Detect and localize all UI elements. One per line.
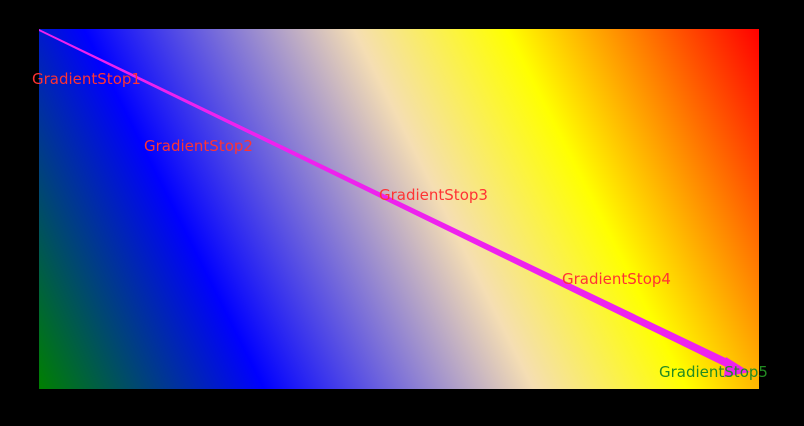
gradient-stop-4-label: GradientStop4 bbox=[562, 270, 671, 288]
gradient-stop-3-label: GradientStop3 bbox=[379, 186, 488, 204]
gradient-stop-1-label: GradientStop1 bbox=[32, 70, 141, 88]
gradient-rectangle bbox=[39, 29, 759, 389]
gradient-stop-2-label: GradientStop2 bbox=[144, 137, 253, 155]
gradient-stop-5-label: GradientStop5 bbox=[659, 363, 768, 381]
